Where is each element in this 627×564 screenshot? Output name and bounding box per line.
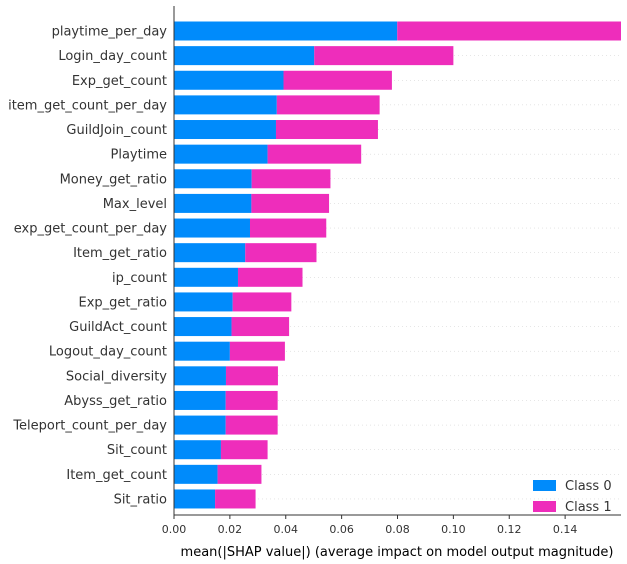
x-axis-label: mean(|SHAP value|) (average impact on mo…	[181, 545, 614, 560]
legend-label: Class 0	[565, 479, 612, 494]
x-tick-label: 0.02	[218, 523, 243, 536]
y-tick-label: playtime_per_day	[52, 25, 168, 40]
bar-class0	[174, 440, 221, 460]
bar-class1	[275, 120, 378, 140]
bar-class1	[249, 218, 327, 238]
bar-class1	[267, 144, 362, 164]
bar-class0	[174, 169, 252, 189]
bar-class0	[174, 415, 226, 435]
y-tick-labels: playtime_per_day Login_day_count Exp_get_c…	[8, 25, 167, 508]
bar-class1	[229, 341, 285, 361]
bar-class0	[174, 144, 268, 164]
bar-class1	[314, 46, 454, 66]
y-tick-label: GuildAct_count	[69, 320, 167, 335]
y-tick-label: Item_get_ratio	[73, 246, 167, 261]
bar-class1	[220, 440, 268, 460]
bar-class1	[245, 243, 317, 263]
y-tick-label: ip_count	[112, 271, 167, 286]
bars	[174, 21, 621, 509]
y-tick-label: Playtime	[111, 148, 167, 163]
bar-class0	[174, 218, 250, 238]
x-tick-label: 0.00	[162, 523, 187, 536]
y-tick-label: Login_day_count	[58, 49, 167, 64]
bar-class1	[215, 489, 256, 509]
y-tick-label: Social_diversity	[66, 369, 167, 384]
bar-class0	[174, 489, 216, 509]
row-guides	[174, 30, 621, 500]
y-tick-label: Max_level	[103, 197, 167, 212]
y-tick-label: GuildJoin_count	[66, 123, 167, 138]
bar-class1	[237, 267, 303, 287]
y-tick-label: Exp_get_count	[72, 74, 167, 89]
bar-class0	[174, 390, 226, 410]
bar-class1	[225, 366, 278, 386]
x-tick-label: 0.08	[385, 523, 410, 536]
bar-class1	[251, 193, 330, 213]
bar-class0	[174, 267, 238, 287]
legend: Class 0 Class 1	[533, 479, 612, 515]
bar-class1	[225, 415, 278, 435]
bar-class1	[231, 317, 290, 337]
y-tick-label: Money_get_ratio	[60, 172, 167, 187]
bar-class1	[232, 292, 292, 312]
bar-class1	[397, 21, 621, 41]
y-tick-label: Exp_get_ratio	[79, 295, 168, 310]
y-tick-label: Logout_day_count	[49, 345, 167, 360]
bar-class0	[174, 95, 277, 115]
bar-class1	[251, 169, 331, 189]
x-tick-label: 0.06	[329, 523, 354, 536]
bar-class1	[217, 464, 262, 484]
bar-class0	[174, 193, 252, 213]
legend-label: Class 1	[565, 500, 612, 515]
bar-class0	[174, 366, 226, 386]
bar-class0	[174, 341, 230, 361]
y-tick-label: item_get_count_per_day	[8, 98, 167, 113]
bar-class0	[174, 243, 246, 263]
y-tick-label: Sit_count	[107, 443, 167, 458]
bar-class1	[283, 70, 392, 90]
bar-class0	[174, 317, 232, 337]
y-tick-label: Abyss_get_ratio	[64, 394, 167, 409]
bar-class0	[174, 120, 276, 140]
x-ticks: 0.00 0.02 0.04 0.06 0.08 0.10 0.12 0.14	[162, 515, 578, 536]
y-tick-label: Item_get_count	[66, 468, 167, 483]
x-tick-label: 0.14	[553, 523, 578, 536]
bar-class0	[174, 46, 315, 66]
x-tick-label: 0.04	[274, 523, 299, 536]
legend-swatch	[533, 501, 556, 512]
bar-class1	[276, 95, 380, 115]
legend-swatch	[533, 480, 556, 491]
y-tick-label: Sit_ratio	[114, 492, 167, 507]
bar-class0	[174, 21, 398, 41]
bar-class0	[174, 464, 218, 484]
y-tick-label: Teleport_count_per_day	[12, 419, 167, 434]
bar-class0	[174, 70, 284, 90]
bar-class1	[225, 390, 278, 410]
y-tick-label: exp_get_count_per_day	[14, 222, 168, 237]
x-tick-label: 0.10	[441, 523, 466, 536]
bar-class0	[174, 292, 233, 312]
x-tick-label: 0.12	[497, 523, 522, 536]
